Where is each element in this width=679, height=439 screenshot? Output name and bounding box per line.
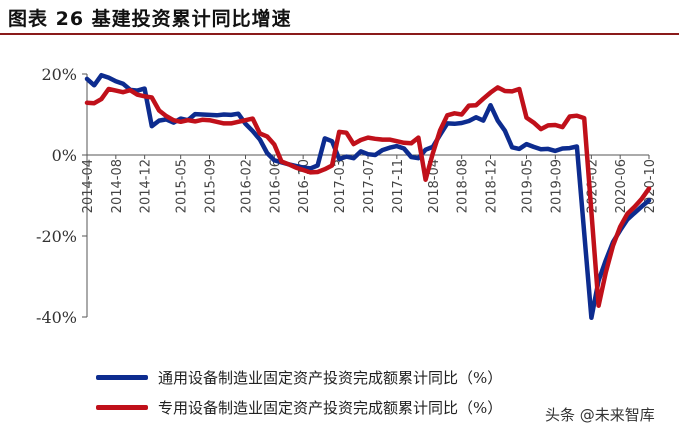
x-tick-label: 2014-04 [81, 159, 96, 213]
x-tick-label: 2016-02 [240, 159, 255, 213]
series-line-2 [84, 85, 652, 308]
legend: 通用设备制造业固定资产投资完成额累计同比（%） 专用设备制造业固定资产投资完成额… [96, 362, 502, 422]
title-divider [0, 33, 679, 35]
legend-label-series2: 专用设备制造业固定资产投资完成额累计同比（%） [158, 398, 503, 417]
x-tick-labels: 2014-04 2014-08 2014-12 2015-05 2015-09 2016-… [81, 159, 658, 213]
x-tick-label: 2019-05 [521, 159, 536, 213]
legend-item-series2: 专用设备制造业固定资产投资完成额累计同比（%） [96, 392, 502, 422]
y-tick-label: 0% [52, 146, 77, 165]
x-tick-label: 2014-12 [139, 159, 154, 213]
toutiao-logo: 头条 [545, 406, 576, 424]
legend-swatch-red [96, 404, 148, 410]
legend-swatch-blue [96, 374, 148, 380]
watermark: 头条 @未来智库 [545, 404, 655, 425]
x-tick-label: 2018-04 [427, 159, 442, 213]
x-tick-label: 2017-03 [333, 159, 348, 213]
watermark-handle: @未来智库 [579, 406, 655, 424]
x-tick-label: 2018-12 [484, 159, 499, 213]
legend-item-series1: 通用设备制造业固定资产投资完成额累计同比（%） [96, 362, 502, 392]
x-tick-label: 2018-08 [456, 159, 471, 213]
x-tick-label: 2016-06 [268, 159, 283, 213]
y-tick-label: -20% [36, 227, 77, 246]
y-tick-label: 20% [41, 65, 77, 84]
x-tick-label: 2017-11 [391, 159, 406, 213]
y-tick-labels: 20% 0% -20% -40% [36, 65, 77, 327]
x-tick-label: 2017-07 [362, 159, 377, 213]
y-tick-label: -40% [36, 308, 77, 327]
chart-title: 图表 26 基建投资累计同比增速 [8, 8, 292, 30]
x-tick-label: 2015-09 [203, 159, 218, 213]
legend-label-series1: 通用设备制造业固定资产投资完成额累计同比（%） [158, 368, 503, 387]
series-lines [84, 72, 652, 321]
x-tick-label: 2014-08 [110, 159, 125, 213]
x-tick-label: 2019-09 [549, 159, 564, 213]
x-tick-label: 2015-05 [175, 159, 190, 213]
x-tick-label: 2020-06 [614, 159, 629, 213]
